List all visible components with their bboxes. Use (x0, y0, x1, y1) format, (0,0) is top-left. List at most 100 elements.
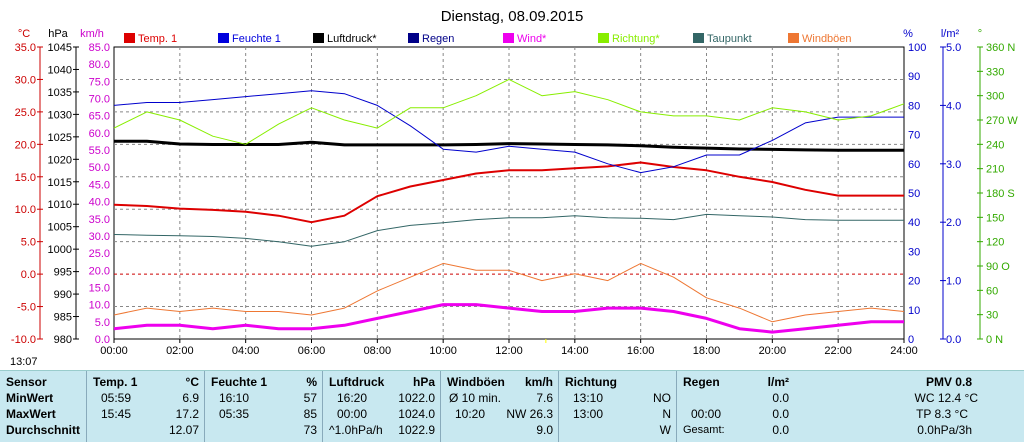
rain-total-label: Gesamt: (683, 424, 725, 436)
series-gusts (113, 262, 905, 323)
x-tick-label: 10:00 (429, 345, 457, 357)
chart-legend: Temp. 1 Feuchte 1 Luftdruck* Regen Wind* Rich… (124, 33, 852, 45)
humidity-header: Feuchte 1 (211, 375, 268, 389)
x-tick-label: 08:00 (364, 345, 392, 357)
wind-tick-label: 30.0 (89, 231, 110, 243)
x-tick-label: 02:00 (166, 345, 194, 357)
legend-label: Taupunkt (707, 33, 752, 45)
temp-header: Temp. 1 (93, 375, 138, 389)
table-col-temp: Temp. 1 °C 05:59 6.9 15:45 17.2 12.07 (86, 371, 205, 442)
pmv-header: PMV 0.8 (925, 375, 972, 389)
pressure-tick-label: 990 (54, 289, 72, 301)
table-col-rain: Regen l/m² 0.0 00:00 0.0 Gesamt: 0.0 (676, 371, 795, 442)
humidity-unit: % (306, 375, 317, 389)
maxwert-label: MaxWert (6, 407, 56, 421)
legend-swatch (788, 33, 799, 43)
dewpoint-value: TP 8.3 °C (916, 407, 968, 421)
rain-unit-label: l/m² (941, 28, 960, 40)
humidity-tick-label: 50 (908, 188, 920, 200)
direction-unit-label: ° (978, 28, 982, 40)
pressure-max-time: 00:00 (337, 407, 368, 421)
direction-tick-label: 300 (986, 91, 1004, 103)
pressure-tick-label: 1030 (48, 109, 72, 121)
wind-tick-label: 25.0 (89, 248, 110, 260)
summary-table: Sensor MinWert MaxWert Durchschnitt Temp… (0, 370, 1024, 442)
legend-label: Temp. 1 (138, 33, 177, 45)
chart-axes: 00:00 02:00 04:00 06:00 08:00 10:00 12:00 14:00… (11, 28, 1018, 357)
pressure-max: 1024.0 (398, 407, 435, 421)
rain-tick-label: 4.0 (946, 100, 961, 112)
legend-swatch (693, 33, 704, 43)
direction-time2: 13:00 (573, 407, 604, 421)
temp-tick-label: 15.0 (15, 172, 36, 184)
humidity-tick-label: 40 (908, 217, 920, 229)
rain-tick-label: 5.0 (946, 42, 961, 54)
series-humidity (113, 90, 904, 174)
humidity-tick-label: 0 (908, 334, 914, 346)
direction-tick-label: 360 N (986, 42, 1015, 54)
table-col-humidity: Feuchte 1% 16:10 57 05:35 85 73 (204, 371, 323, 442)
humidity-tick-label: 20 (908, 276, 920, 288)
x-tick-label: 22:00 (824, 345, 852, 357)
direction-header: Richtung (565, 375, 617, 389)
wind-tick-label: 55.0 (89, 145, 110, 157)
temp-min: 6.9 (182, 391, 199, 405)
direction-time1: 13:10 (573, 391, 604, 405)
temp-tick-label: 20.0 (15, 139, 36, 151)
x-tick-label: 06:00 (298, 345, 326, 357)
series-direction (113, 78, 905, 145)
humidity-tick-label: 90 (908, 71, 920, 83)
wind-tick-label: 85.0 (89, 42, 110, 54)
x-tick-label: 24:00 (890, 345, 918, 357)
pressure-3h: 0.0hPa/3h (917, 423, 972, 437)
humidity-tick-label: 100 (908, 42, 926, 54)
temp-tick-label: 35.0 (15, 42, 36, 54)
pressure-unit: hPa (412, 375, 435, 389)
pressure-header: Luftdruck (329, 375, 385, 389)
direction-tick-label: 0 N (986, 334, 1003, 346)
pressure-unit-label: hPa (48, 28, 68, 40)
wind-tick-label: 40.0 (89, 197, 110, 209)
humidity-tick-label: 30 (908, 246, 920, 258)
temp-tick-label: 0.0 (21, 269, 36, 281)
wind-tick-label: 35.0 (89, 214, 110, 226)
durchschnitt-label: Durchschnitt (6, 423, 81, 437)
humidity-tick-label: 60 (908, 159, 920, 171)
pressure-tick-label: 1035 (48, 87, 72, 99)
pressure-tick-label: 1025 (48, 132, 72, 144)
weather-chart: 00:00 02:00 04:00 06:00 08:00 10:00 12:00 14:00… (11, 8, 1018, 357)
legend-label: Regen (422, 33, 454, 45)
direction-tick-label: 30 (986, 310, 998, 322)
direction-tick-label: 180 S (986, 188, 1015, 200)
direction-tick-label: 240 (986, 139, 1004, 151)
gusts-unit: km/h (524, 375, 553, 389)
x-tick-label: 12:00 (495, 345, 523, 357)
rain-val1: 0.0 (772, 391, 789, 405)
temp-max: 17.2 (175, 407, 199, 421)
direction-tick-label: 60 (986, 285, 998, 297)
pressure-trend: ^1.0hPa/h (329, 423, 383, 437)
temp-unit: °C (185, 375, 199, 389)
legend-swatch (124, 33, 135, 43)
temp-tick-label: 25.0 (15, 107, 36, 119)
legend-swatch (408, 33, 419, 43)
pressure-min-time: 16:20 (337, 391, 368, 405)
legend-label: Windböen (802, 33, 852, 45)
temp-tick-label: -10.0 (11, 334, 36, 346)
wind-tick-label: 15.0 (89, 282, 110, 294)
legend-swatch (598, 33, 609, 43)
gusts-header: Windböen (447, 375, 505, 389)
rain-unit: l/m² (767, 375, 789, 389)
gusts-max: NW 26.3 (506, 407, 553, 421)
wind-tick-label: 0.0 (95, 334, 110, 346)
x-tick-label: 14:00 (561, 345, 589, 357)
temp-avg: 12.07 (168, 423, 199, 437)
direction-tick-label: 210 (986, 164, 1004, 176)
pressure-tick-label: 980 (54, 334, 72, 346)
wind-tick-label: 10.0 (89, 300, 110, 312)
table-col-gusts: Windböen km/h Ø 10 min. 7.6 10:20 NW 26.3 9… (440, 371, 559, 442)
series-dewpoint (113, 213, 904, 247)
rain-tick-label: 1.0 (946, 276, 961, 288)
direction-tick-label: 330 (986, 66, 1004, 78)
gusts-avg10: 7.6 (536, 391, 553, 405)
